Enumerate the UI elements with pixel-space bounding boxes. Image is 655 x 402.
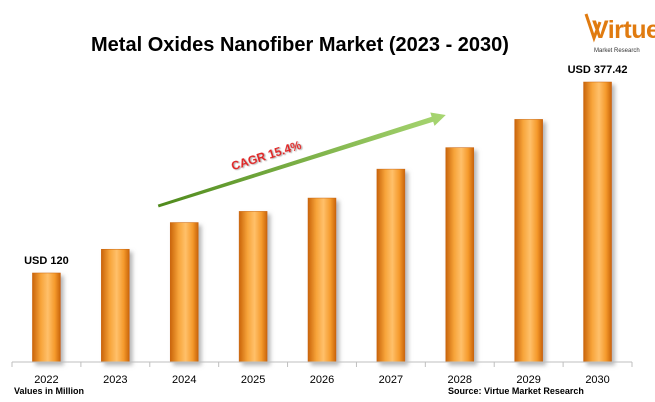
virtue-logo: Virtue Market Research (580, 8, 655, 56)
bar-2026 (307, 197, 337, 363)
x-tick-label-2026: 2026 (310, 374, 334, 386)
bar-2029 (514, 119, 543, 363)
bar-2023 (101, 248, 130, 363)
bar-2028 (445, 147, 475, 363)
source-note: Source: Virtue Market Research (448, 386, 584, 396)
bar-2027 (376, 168, 406, 363)
x-tick-label-2022: 2022 (34, 374, 58, 386)
logo-word: Virtue (592, 16, 655, 44)
x-tick-label-2027: 2027 (379, 374, 403, 386)
x-tick-label-2024: 2024 (172, 374, 196, 386)
data-label-2022: USD 120 (24, 255, 69, 267)
bar-2024 (169, 222, 199, 363)
cagr-arrow-icon (157, 112, 446, 208)
x-tick-label-2030: 2030 (585, 374, 609, 386)
units-note: Values in Million (14, 386, 85, 396)
x-tick-label-2029: 2029 (516, 374, 540, 386)
x-tick-label-2023: 2023 (103, 374, 127, 386)
x-tick-label-2028: 2028 (448, 374, 472, 386)
x-tick-label-2025: 2025 (241, 374, 265, 386)
bar-2022 (32, 272, 61, 363)
logo-subtitle: Market Research (594, 48, 640, 54)
bar-2030 (583, 81, 612, 363)
bar-2025 (238, 211, 268, 363)
logo-swoosh-icon (584, 13, 602, 43)
chart-title: Metal Oxides Nanofiber Market (2023 - 20… (91, 34, 509, 56)
cagr-arrow-shape (157, 112, 446, 208)
data-label-2030: USD 377.42 (568, 64, 628, 76)
cagr-label: CAGR 15.4% (230, 138, 304, 173)
